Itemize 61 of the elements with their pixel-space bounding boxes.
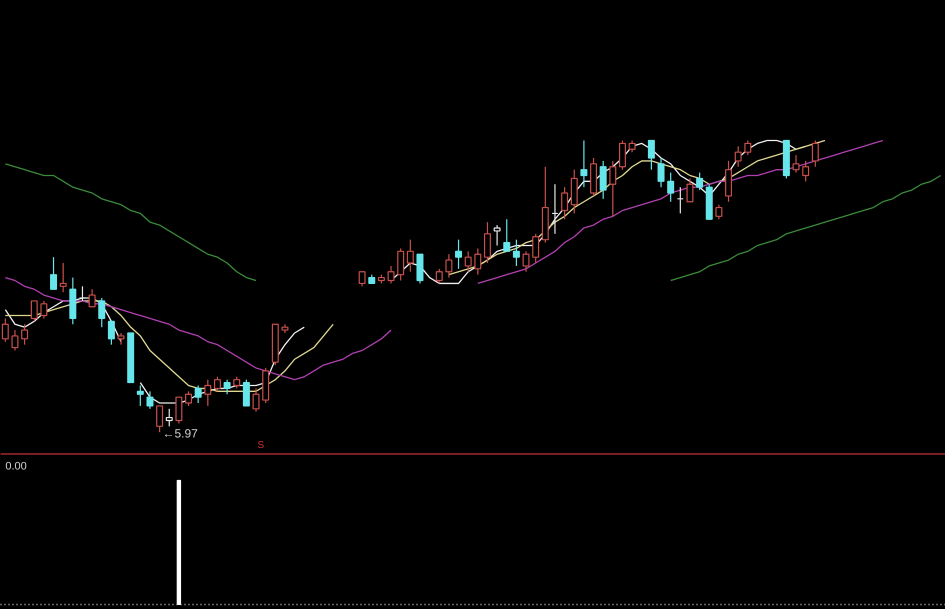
- candlestick: [252, 388, 260, 412]
- candlestick: [233, 376, 240, 390]
- candlestick: [658, 157, 665, 188]
- candlestick: [734, 146, 742, 168]
- candlestick: [648, 140, 655, 170]
- candlestick: [551, 184, 558, 234]
- candlestick: [484, 222, 491, 264]
- candlestick: [455, 239, 462, 270]
- candlestick: [686, 178, 694, 202]
- candlestick: [175, 396, 182, 424]
- candlestick: [474, 248, 482, 276]
- candlestick: [146, 390, 154, 410]
- candlestick: [436, 268, 443, 284]
- candlestick: [696, 172, 704, 191]
- candlestick: [194, 384, 202, 404]
- annotation: ←5.97: [162, 426, 198, 441]
- candlestick: [21, 324, 28, 346]
- candlestick: [156, 405, 164, 433]
- candlestick: [580, 140, 588, 188]
- candlestick: [628, 140, 636, 153]
- candlestick: [50, 256, 58, 290]
- candlestick: [136, 384, 144, 407]
- candlestick: [78, 286, 86, 302]
- candlestick: [166, 408, 173, 427]
- candlestick: [802, 160, 810, 182]
- candlestick: [744, 140, 752, 156]
- candlestick: [224, 379, 231, 395]
- candlestick: [98, 297, 106, 328]
- text: 0.00: [5, 460, 27, 472]
- candlestick: [242, 379, 250, 407]
- candlestick: [204, 379, 212, 407]
- candlestick: [108, 320, 115, 346]
- text: S: [258, 440, 265, 451]
- candlestick: [609, 160, 616, 217]
- candlestick: [118, 332, 125, 346]
- candlestick: [60, 262, 67, 293]
- candlestick: [11, 329, 18, 352]
- candlestick: [358, 271, 366, 287]
- candlestick: [792, 154, 800, 174]
- candlestick: [512, 239, 520, 267]
- candlestick: [464, 250, 472, 272]
- candlestick: [522, 250, 530, 272]
- candlestick: [812, 140, 819, 168]
- candlestick: [561, 186, 568, 220]
- candlestick: [397, 248, 404, 282]
- candlestick: [388, 265, 395, 284]
- candlestick: [600, 160, 607, 200]
- candlestick: [676, 186, 684, 214]
- candlestick: [494, 224, 501, 246]
- candlestick: [667, 172, 674, 202]
- candlestick: [532, 233, 540, 264]
- candlestick: [88, 288, 96, 308]
- candlestick: [445, 254, 452, 278]
- candlestick: [30, 300, 38, 322]
- candlestick: [214, 376, 221, 392]
- candlestick: [185, 390, 192, 407]
- candlestick: [715, 204, 722, 220]
- candlestick: [406, 239, 414, 272]
- candlestick: [503, 218, 510, 252]
- candlestick: [618, 140, 626, 170]
- candlestick: [40, 300, 48, 320]
